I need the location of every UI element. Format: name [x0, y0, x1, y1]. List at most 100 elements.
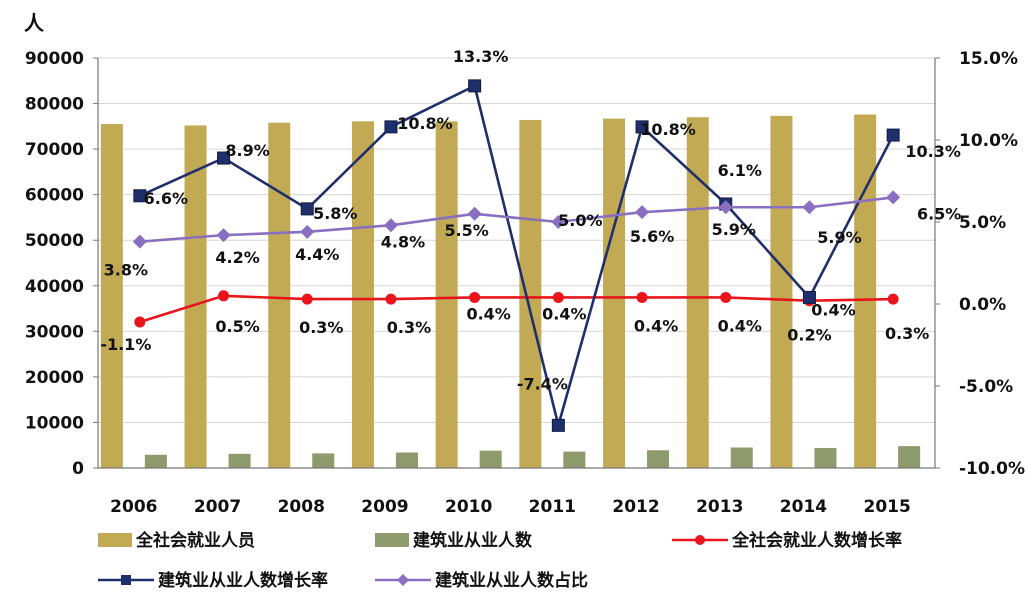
- data-label: 5.9%: [712, 220, 756, 239]
- y-right-tick-label: -10.0%: [959, 459, 1025, 479]
- x-tick-label: 2006: [110, 497, 157, 517]
- data-label: 0.4%: [542, 304, 586, 323]
- legend-label: 建筑业从业人数占比: [435, 570, 588, 591]
- series-line-diamond: [139, 196, 894, 243]
- lines: [132, 79, 901, 432]
- bar-total-employment: [435, 121, 458, 469]
- data-label: 0.3%: [299, 318, 343, 337]
- bar-construction-employment: [144, 454, 167, 468]
- x-tick-label: 2008: [278, 497, 325, 517]
- legend-marker: [121, 575, 131, 585]
- x-tick-label: 2007: [194, 497, 241, 517]
- bar-total-employment: [854, 114, 877, 468]
- data-label: 6.6%: [144, 189, 188, 208]
- point-circle: [887, 293, 899, 305]
- point-diamond: [886, 190, 901, 205]
- bar-total-employment: [100, 124, 123, 469]
- point-square: [635, 120, 649, 134]
- data-label: -7.4%: [517, 374, 568, 393]
- bar-total-employment: [603, 118, 626, 468]
- y-left-tick-label: 80000: [25, 95, 84, 115]
- bar-total-employment: [770, 115, 793, 468]
- bar-total-employment: [184, 125, 207, 468]
- point-diamond: [467, 206, 482, 221]
- series-line-square: [139, 84, 895, 431]
- data-label: 0.4%: [634, 316, 678, 335]
- point-circle: [636, 291, 648, 303]
- point-diamond: [635, 205, 650, 220]
- x-tick-label: 2010: [445, 497, 492, 517]
- data-label: 0.3%: [387, 318, 431, 337]
- data-label: 0.4%: [811, 300, 855, 319]
- point-diamond: [383, 218, 398, 233]
- data-label: 5.9%: [817, 228, 861, 247]
- bar-construction-employment: [647, 450, 670, 468]
- point-diamond: [802, 200, 817, 215]
- data-label: 5.0%: [558, 211, 602, 230]
- data-label: 6.5%: [917, 204, 961, 223]
- x-tick-label: 2011: [529, 497, 576, 517]
- legend-label: 建筑业从业人数: [413, 530, 533, 551]
- data-label: 5.6%: [630, 227, 674, 246]
- bar-total-employment: [686, 117, 709, 468]
- y-right-tick-label: 0.0%: [959, 295, 1006, 315]
- bar-total-employment: [351, 121, 374, 469]
- legend-label: 全社会就业人员: [135, 530, 255, 551]
- point-square: [802, 290, 816, 304]
- bar-total-employment: [519, 119, 542, 468]
- bar-construction-employment: [228, 453, 251, 468]
- data-label: 6.1%: [718, 161, 762, 180]
- data-label: 0.4%: [718, 316, 762, 335]
- point-square: [551, 418, 565, 432]
- legend-swatch: [98, 533, 132, 547]
- data-label: 10.3%: [905, 142, 961, 161]
- y-left-tick-label: 70000: [25, 140, 84, 160]
- point-circle: [218, 290, 230, 302]
- x-tick-label: 2014: [780, 497, 827, 517]
- bar-construction-employment: [312, 453, 335, 468]
- legend-marker: [695, 535, 705, 545]
- bar-construction-employment: [730, 447, 753, 468]
- point-circle: [385, 293, 397, 305]
- point-square: [886, 128, 900, 142]
- data-label: 4.8%: [381, 232, 425, 251]
- bar-construction-employment: [563, 451, 586, 468]
- point-square: [217, 151, 231, 165]
- point-square: [300, 202, 314, 216]
- legend-swatch: [375, 533, 409, 547]
- x-tick-label: 2013: [696, 497, 743, 517]
- data-label: 0.2%: [787, 326, 831, 345]
- point-circle: [720, 291, 732, 303]
- data-label: 10.8%: [640, 120, 696, 139]
- x-tick-label: 2009: [361, 497, 408, 517]
- y-left-tick-label: 60000: [25, 186, 84, 206]
- y-right-tick-label: 15.0%: [959, 49, 1018, 69]
- point-circle: [469, 291, 481, 303]
- y-left-tick-label: 50000: [25, 231, 84, 251]
- y-left-tick-label: 30000: [25, 322, 84, 342]
- data-label: 0.5%: [215, 317, 259, 336]
- data-label: 5.5%: [444, 221, 488, 240]
- y-left-tick-label: 10000: [25, 413, 84, 433]
- data-label: -1.1%: [100, 335, 151, 354]
- data-label: 13.3%: [453, 47, 509, 66]
- data-label: 0.4%: [466, 304, 510, 323]
- y-left-tick-label: 90000: [25, 49, 84, 69]
- legend-label: 全社会就业人数增长率: [731, 530, 902, 551]
- y-left-tick-label: 0: [72, 459, 84, 479]
- point-diamond: [132, 234, 147, 249]
- y-right-tick-label: 10.0%: [959, 131, 1018, 151]
- point-circle: [301, 293, 313, 305]
- point-circle: [552, 291, 564, 303]
- data-labels: -1.1% 0.5% 0.3% 0.3% 0.4% 0.4% 0.4% 0.4% 0.2% 0.3…: [100, 47, 961, 393]
- y-left-unit: 人: [24, 11, 45, 35]
- point-square: [133, 189, 147, 203]
- data-label: 4.2%: [215, 248, 259, 267]
- point-diamond: [551, 215, 566, 229]
- data-label: 5.8%: [313, 204, 357, 223]
- y-left-tick-label: 20000: [25, 368, 84, 388]
- axes: 0 10000 20000 30000 40000 50000 60000 70000 8000…: [24, 11, 1025, 517]
- point-circle: [134, 316, 146, 328]
